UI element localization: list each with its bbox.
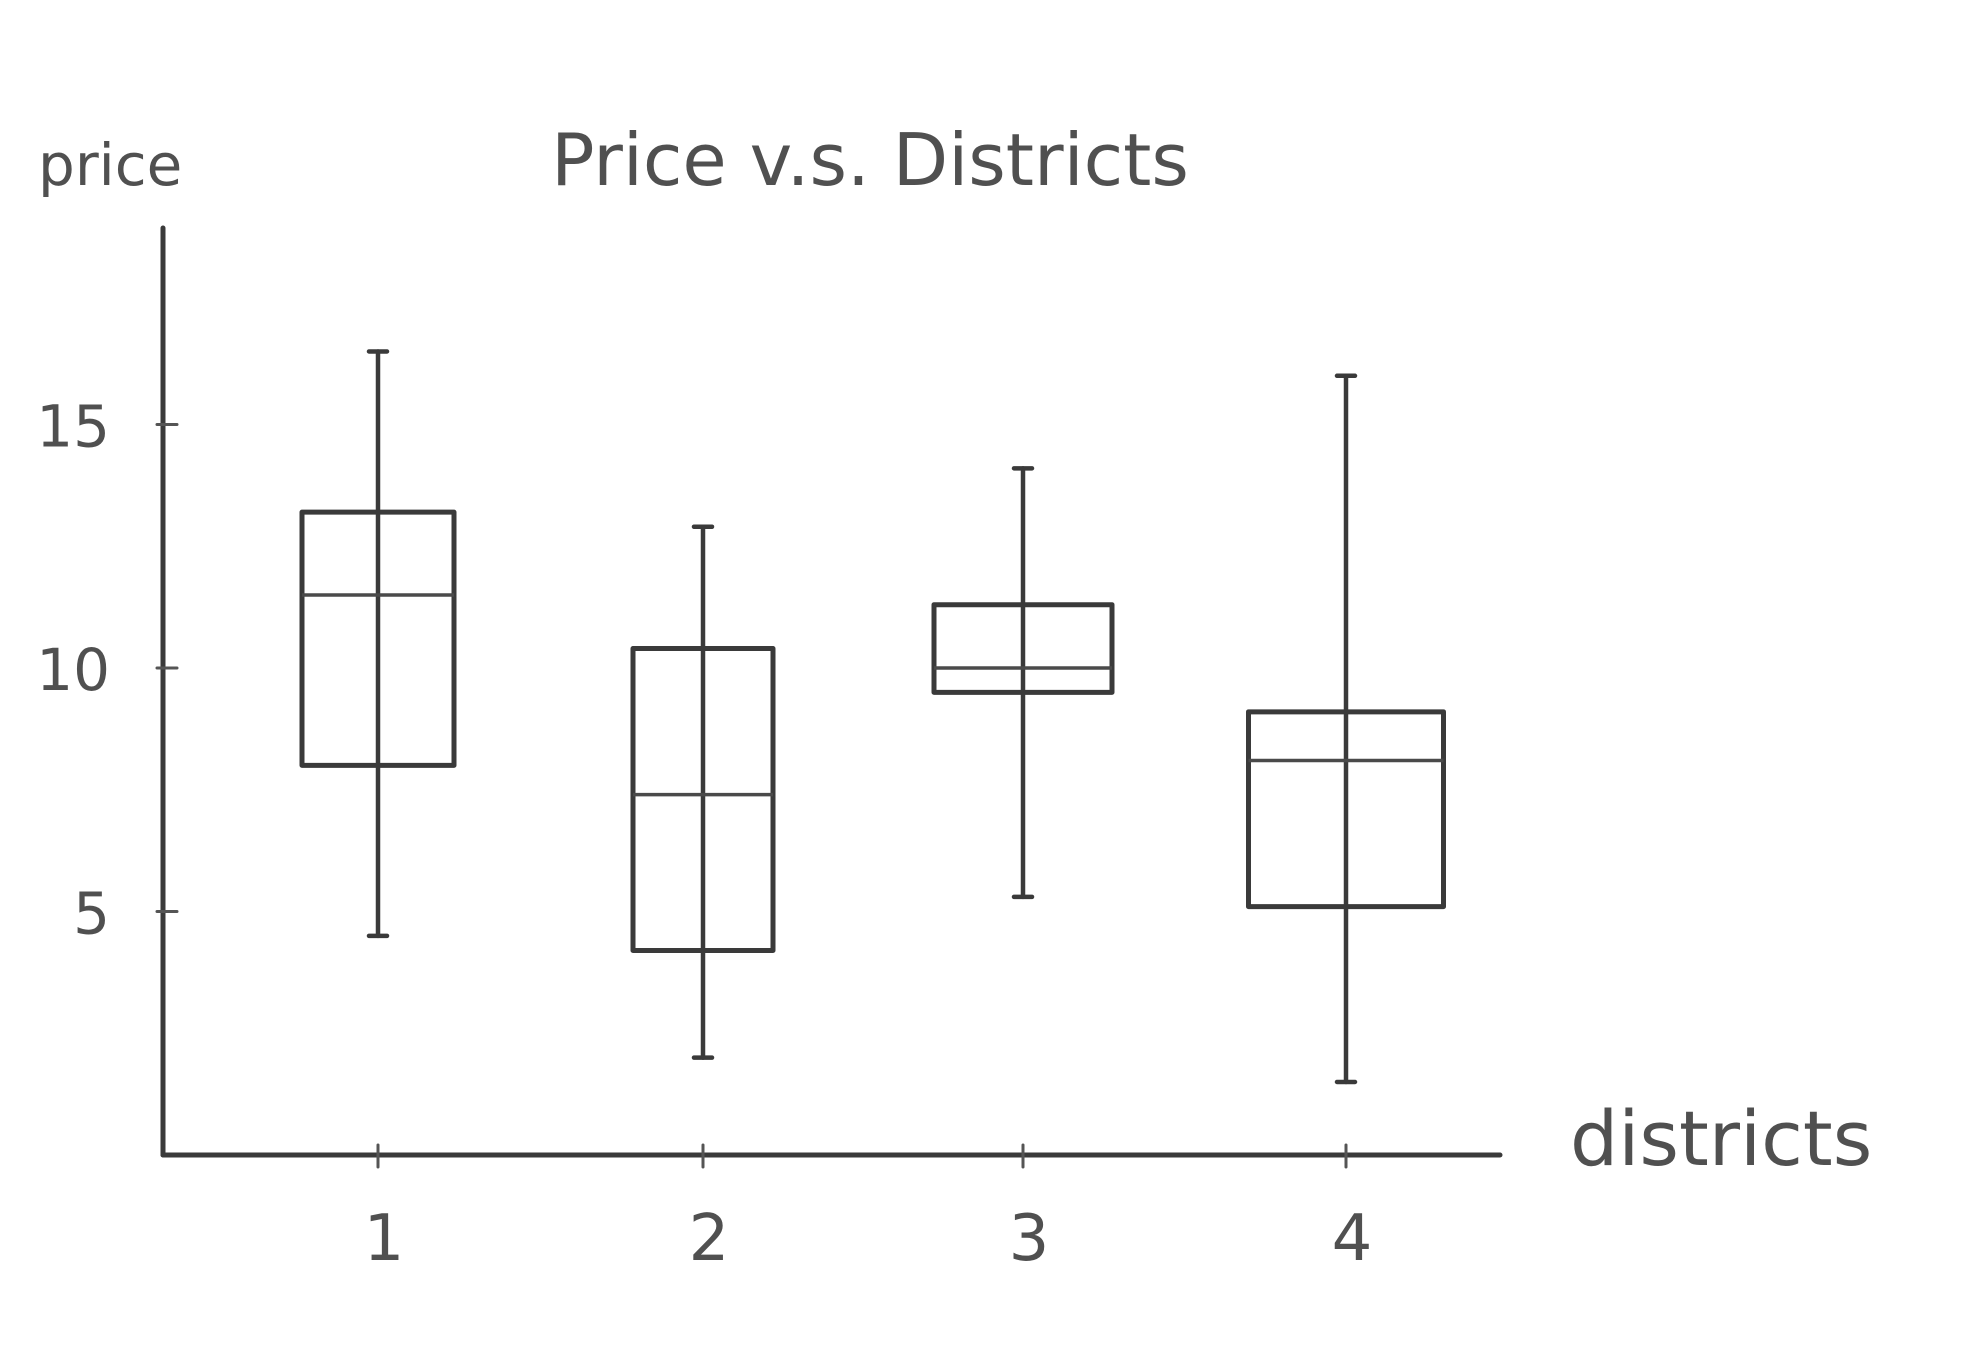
x-tick-label: 3 bbox=[1009, 1202, 1050, 1276]
box-district-3 bbox=[931, 466, 1115, 900]
y-ticks: 5 10 15 bbox=[36, 393, 179, 948]
x-axis-label: districts bbox=[1570, 1094, 1872, 1183]
box-district-2 bbox=[630, 524, 776, 1060]
x-tick-label: 1 bbox=[364, 1202, 405, 1276]
boxes bbox=[299, 349, 1446, 1085]
box-iqr bbox=[630, 646, 776, 953]
box-district-4 bbox=[1246, 373, 1446, 1085]
x-tick-label: 4 bbox=[1332, 1202, 1373, 1276]
x-ticks: 1 2 3 4 bbox=[364, 1143, 1373, 1276]
y-tick-label: 5 bbox=[73, 880, 110, 948]
y-tick-label: 15 bbox=[36, 393, 110, 461]
x-tick-label: 2 bbox=[689, 1202, 730, 1276]
box-iqr bbox=[1246, 709, 1446, 910]
box-iqr bbox=[299, 509, 457, 768]
y-tick-label: 10 bbox=[36, 636, 110, 704]
y-axis-label: price bbox=[38, 131, 182, 199]
chart-title: Price v.s. Districts bbox=[551, 118, 1189, 202]
box-district-1 bbox=[299, 349, 457, 939]
box-iqr bbox=[931, 602, 1115, 695]
